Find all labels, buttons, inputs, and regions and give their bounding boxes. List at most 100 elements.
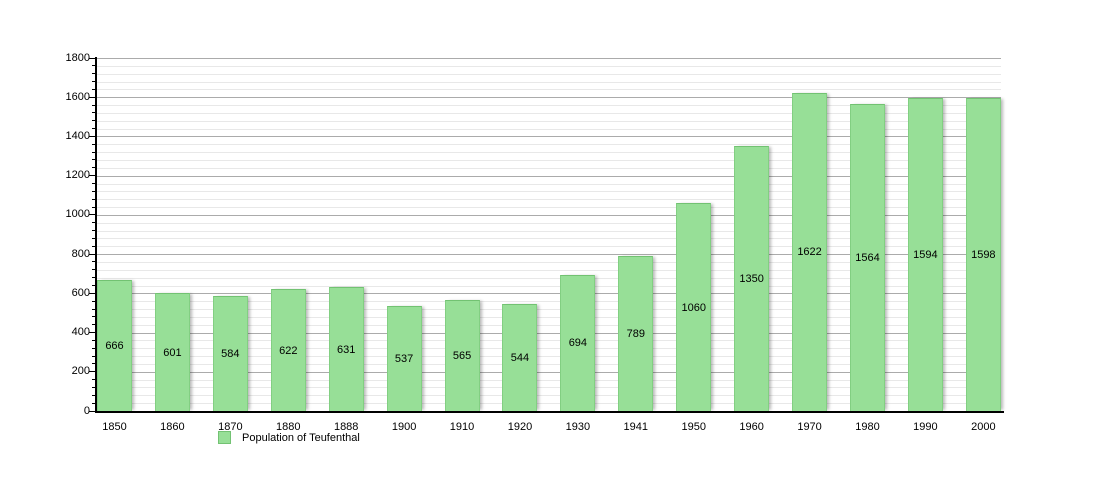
bar: 1564 1980 bbox=[849, 104, 885, 433]
bar: 601 1860 bbox=[154, 293, 190, 433]
gridline-minor bbox=[97, 238, 1001, 240]
bar: 1350 1960 bbox=[734, 146, 770, 433]
gridline-major bbox=[97, 175, 1001, 177]
y-axis-tick-label: 1400 bbox=[65, 129, 90, 142]
y-axis-tick bbox=[92, 104, 95, 106]
gridline-minor bbox=[97, 309, 1001, 311]
y-axis-tick-label: 0 bbox=[83, 404, 90, 417]
gridline-major bbox=[97, 293, 1001, 295]
gridline-minor bbox=[97, 222, 1001, 224]
y-axis-tick bbox=[92, 237, 95, 239]
bar-value-label: 789 bbox=[626, 328, 645, 341]
bar-value-label: 1622 bbox=[797, 246, 822, 259]
bar-value-label: 631 bbox=[337, 343, 356, 356]
bar-value-label: 601 bbox=[163, 346, 182, 359]
y-axis-tick bbox=[89, 371, 95, 373]
gridline-minor bbox=[97, 112, 1001, 114]
bar-value-label: 565 bbox=[452, 350, 472, 363]
gridline-minor bbox=[97, 301, 1001, 303]
gridline-minor bbox=[97, 363, 1001, 365]
gridline-major bbox=[97, 136, 1001, 138]
gridline-minor bbox=[97, 285, 1001, 287]
y-axis-tick bbox=[92, 285, 95, 286]
y-axis-tick-label: 200 bbox=[71, 365, 90, 378]
gridlines bbox=[97, 58, 1001, 411]
x-axis-tick-label: 1870 bbox=[218, 421, 243, 433]
bar: 565 1910 bbox=[444, 300, 480, 433]
y-axis-tick bbox=[92, 386, 95, 388]
y-axis-ticks bbox=[89, 57, 95, 412]
y-axis-tick bbox=[92, 355, 95, 357]
y-axis-tick bbox=[92, 159, 95, 161]
bar: 537 1900 bbox=[386, 305, 422, 433]
x-axis-tick-label: 1980 bbox=[855, 421, 880, 433]
y-axis-tick bbox=[92, 308, 95, 310]
y-axis-tick bbox=[92, 81, 95, 83]
y-axis-tick bbox=[89, 175, 95, 177]
y-axis-tick-label: 1200 bbox=[65, 169, 90, 182]
y-axis-tick bbox=[92, 143, 95, 145]
bar-value-label: 666 bbox=[105, 340, 124, 353]
legend: Population of Teufenthal bbox=[218, 431, 360, 444]
y-axis-tick bbox=[89, 332, 95, 334]
gridline-major bbox=[97, 371, 1001, 373]
y-axis-tick bbox=[92, 128, 95, 130]
gridline-minor bbox=[97, 159, 1001, 161]
gridline-minor bbox=[97, 167, 1001, 169]
bar-value-label: 1564 bbox=[855, 252, 880, 265]
gridline-minor bbox=[97, 356, 1001, 358]
y-axis-tick-label: 1000 bbox=[65, 208, 90, 221]
x-axis-tick-label: 1910 bbox=[449, 421, 475, 433]
gridline-minor bbox=[97, 324, 1001, 326]
gridline-minor bbox=[97, 230, 1001, 232]
gridline-minor bbox=[97, 183, 1001, 185]
gridline-minor bbox=[97, 269, 1001, 271]
y-axis-tick bbox=[92, 269, 95, 271]
gridline-minor bbox=[97, 246, 1001, 248]
gridline-major bbox=[97, 332, 1001, 334]
bar-value-label: 544 bbox=[510, 352, 530, 365]
x-axis-tick-label: 1970 bbox=[797, 421, 822, 433]
y-axis-tick bbox=[92, 316, 95, 318]
x-axis-tick-label: 1850 bbox=[102, 421, 127, 433]
x-axis-tick-label: 1930 bbox=[565, 421, 591, 433]
bar-value-label: 1598 bbox=[971, 248, 996, 261]
bar: 631 1888 bbox=[328, 287, 364, 433]
bar-value-label: 622 bbox=[279, 344, 298, 357]
bar-value-label: 537 bbox=[394, 352, 414, 365]
y-axis-tick bbox=[89, 253, 95, 255]
bar: 666 1850 bbox=[97, 280, 132, 433]
y-axis-tick bbox=[92, 190, 95, 192]
y-axis-labels: 0 200 400 600 800 1000 1200 1400 1600 1800 bbox=[40, 52, 90, 417]
bar: 1060 1950 bbox=[676, 203, 712, 433]
x-axis-tick-label: 1950 bbox=[681, 421, 706, 433]
bars: 666 1850 601 1860 584 1870 622 1880 631 1888 537 19… bbox=[97, 58, 1001, 433]
x-axis-tick-label: 2000 bbox=[971, 421, 996, 433]
y-axis-tick bbox=[92, 222, 95, 224]
gridline-minor bbox=[97, 199, 1001, 201]
gridline-minor bbox=[97, 65, 1001, 67]
gridline-minor bbox=[97, 89, 1001, 91]
y-axis-tick bbox=[92, 167, 95, 169]
gridline-major bbox=[97, 58, 1001, 59]
y-axis-tick bbox=[92, 230, 95, 232]
gridline-minor bbox=[97, 395, 1001, 397]
gridline-major bbox=[97, 214, 1001, 216]
y-axis-tick bbox=[92, 65, 95, 67]
x-axis-tick-label: 1860 bbox=[160, 421, 185, 433]
x-axis-tick-label: 1900 bbox=[391, 421, 417, 433]
gridline-minor bbox=[97, 191, 1001, 193]
y-axis-tick bbox=[92, 183, 95, 185]
gridline-minor bbox=[97, 207, 1001, 209]
legend-label: Population of Teufenthal bbox=[242, 431, 360, 444]
y-axis-tick bbox=[92, 112, 95, 114]
y-axis-tick bbox=[89, 292, 95, 294]
y-axis-tick bbox=[92, 300, 95, 302]
bar: 584 1870 bbox=[212, 296, 248, 433]
gridline-minor bbox=[97, 73, 1001, 75]
y-axis-tick bbox=[92, 120, 95, 122]
y-axis-tick bbox=[92, 363, 95, 365]
gridline-minor bbox=[97, 144, 1001, 146]
bar: 1622 1970 bbox=[792, 92, 828, 433]
